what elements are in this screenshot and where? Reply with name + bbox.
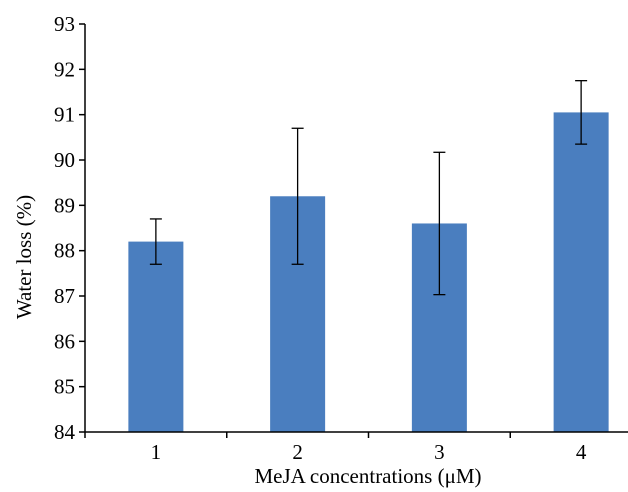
y-tick-label: 84 [54, 420, 76, 444]
x-tick-label: 1 [151, 440, 162, 464]
error-bars-layer [149, 80, 588, 296]
y-tick-label: 88 [54, 239, 75, 263]
x-ticks: 1 2 3 4 [84, 432, 587, 464]
y-ticks: 84 85 86 87 88 89 90 91 92 93 [54, 12, 85, 444]
x-tick-label: 2 [292, 440, 303, 464]
x-axis-label: MeJA concentrations (μM) [254, 464, 481, 488]
y-tick-label: 92 [54, 57, 75, 81]
bar-4 [553, 112, 609, 433]
y-tick-label: 93 [54, 12, 75, 36]
x-tick-label: 3 [434, 440, 445, 464]
y-tick-label: 86 [54, 329, 75, 353]
y-tick-label: 91 [54, 103, 75, 127]
y-axis-label: Water loss (%) [12, 195, 36, 319]
bars-layer [128, 112, 609, 433]
y-tick-label: 85 [54, 375, 75, 399]
x-tick-label: 4 [576, 440, 587, 464]
y-tick-label: 89 [54, 193, 75, 217]
bar-1 [128, 241, 184, 432]
y-tick-label: 90 [54, 148, 75, 172]
y-tick-label: 87 [54, 284, 75, 308]
